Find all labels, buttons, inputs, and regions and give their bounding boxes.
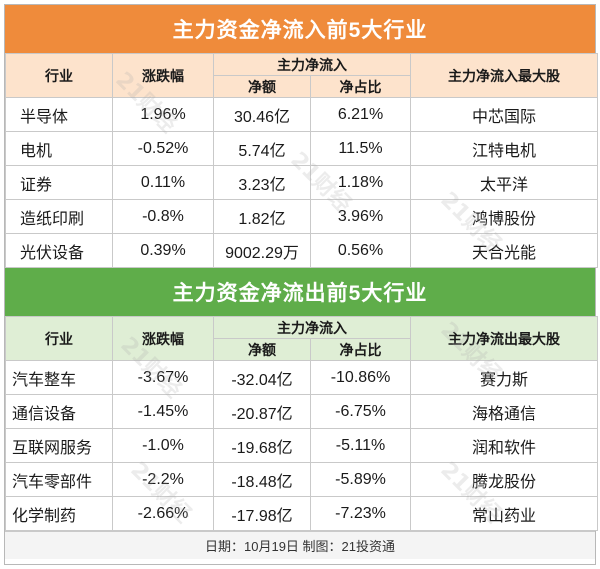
header-change: 涨跌幅 [112, 316, 214, 361]
cell-ratio: -6.75% [310, 394, 411, 429]
inflow-subheader-row: 净额 净占比 [6, 75, 598, 98]
header-amount: 净额 [213, 338, 311, 361]
outflow-title: 主力资金净流出前5大行业 [5, 268, 595, 316]
cell-amount: 5.74亿 [213, 131, 311, 166]
cell-stock: 海格通信 [410, 394, 598, 429]
header-ratio: 净占比 [310, 338, 411, 361]
cell-ratio: -5.11% [310, 428, 411, 463]
cell-amount: -19.68亿 [213, 428, 311, 463]
cell-change: -3.67% [112, 360, 214, 395]
outflow-table: 行业 涨跌幅 主力净流入 主力净流出最大股 净额 净占比 汽车整车 -3.67%… [5, 316, 598, 531]
cell-amount: 30.46亿 [213, 97, 311, 132]
cell-ratio: 1.18% [310, 165, 411, 200]
cell-ratio: -5.89% [310, 462, 411, 497]
cell-change: -2.2% [112, 462, 214, 497]
cell-ratio: 11.5% [310, 131, 411, 166]
cell-industry: 造纸印刷 [5, 199, 113, 234]
cell-stock: 腾龙股份 [410, 462, 598, 497]
cell-stock: 常山药业 [410, 496, 598, 531]
cell-stock: 太平洋 [410, 165, 598, 200]
table-row: 互联网服务 -1.0% -19.68亿 -5.11% 润和软件 [5, 428, 598, 463]
cell-industry: 汽车整车 [5, 360, 113, 395]
table-row: 汽车整车 -3.67% -32.04亿 -10.86% 赛力斯 [5, 360, 598, 395]
header-industry: 行业 [5, 53, 113, 98]
cell-amount: 1.82亿 [213, 199, 311, 234]
cell-ratio: -10.86% [310, 360, 411, 395]
header-netflow-group: 主力净流入 [213, 53, 411, 76]
cell-amount: 3.23亿 [213, 165, 311, 200]
header-industry: 行业 [5, 316, 113, 361]
cell-change: -1.0% [112, 428, 214, 463]
footer-credit: 日期：10月19日 制图：21投资通 [5, 531, 595, 559]
outflow-header-row: 行业 涨跌幅 主力净流入 主力净流出最大股 [5, 316, 598, 361]
cell-stock: 赛力斯 [410, 360, 598, 395]
cell-ratio: 0.56% [310, 233, 411, 268]
cell-stock: 天合光能 [410, 233, 598, 268]
cell-industry: 汽车零部件 [5, 462, 113, 497]
cell-amount: 9002.29万 [213, 233, 311, 268]
header-netflow-group: 主力净流入 [213, 316, 411, 339]
cell-industry: 互联网服务 [5, 428, 113, 463]
infographic: 主力资金净流入前5大行业 行业 涨跌幅 主力净流入 主力净流入最大股 净额 净占… [4, 4, 598, 565]
cell-stock: 鸿博股份 [410, 199, 598, 234]
table-row: 证券 0.11% 3.23亿 1.18% 太平洋 [5, 165, 598, 200]
header-top-stock: 主力净流入最大股 [410, 53, 598, 98]
cell-amount: -17.98亿 [213, 496, 311, 531]
cell-change: -0.52% [112, 131, 214, 166]
cell-industry: 化学制药 [5, 496, 113, 531]
cell-stock: 江特电机 [410, 131, 598, 166]
cell-ratio: 3.96% [310, 199, 411, 234]
inflow-table: 行业 涨跌幅 主力净流入 主力净流入最大股 净额 净占比 半导体 1.96% 3… [5, 53, 598, 268]
inflow-title: 主力资金净流入前5大行业 [5, 5, 595, 53]
cell-change: 0.39% [112, 233, 214, 268]
table-row: 通信设备 -1.45% -20.87亿 -6.75% 海格通信 [5, 394, 598, 429]
cell-change: 1.96% [112, 97, 214, 132]
cell-industry: 光伏设备 [5, 233, 113, 268]
cell-amount: -18.48亿 [213, 462, 311, 497]
header-change: 涨跌幅 [112, 53, 214, 98]
cell-industry: 半导体 [5, 97, 113, 132]
header-amount: 净额 [213, 75, 311, 98]
cell-change: 0.11% [112, 165, 214, 200]
header-ratio: 净占比 [310, 75, 411, 98]
table-row: 汽车零部件 -2.2% -18.48亿 -5.89% 腾龙股份 [5, 462, 598, 497]
cell-change: -1.45% [112, 394, 214, 429]
table-row: 光伏设备 0.39% 9002.29万 0.56% 天合光能 [5, 233, 598, 268]
cell-industry: 通信设备 [5, 394, 113, 429]
table-row: 造纸印刷 -0.8% 1.82亿 3.96% 鸿博股份 [5, 199, 598, 234]
cell-change: -0.8% [112, 199, 214, 234]
cell-amount: -32.04亿 [213, 360, 311, 395]
table-row: 电机 -0.52% 5.74亿 11.5% 江特电机 [5, 131, 598, 166]
table-row: 化学制药 -2.66% -17.98亿 -7.23% 常山药业 [5, 496, 598, 531]
cell-change: -2.66% [112, 496, 214, 531]
outflow-subheader-row: 净额 净占比 [6, 338, 598, 361]
table-row: 半导体 1.96% 30.46亿 6.21% 中芯国际 [5, 97, 598, 132]
cell-amount: -20.87亿 [213, 394, 311, 429]
cell-stock: 中芯国际 [410, 97, 598, 132]
cell-ratio: 6.21% [310, 97, 411, 132]
header-top-stock: 主力净流出最大股 [410, 316, 598, 361]
inflow-header-row: 行业 涨跌幅 主力净流入 主力净流入最大股 [5, 53, 598, 98]
cell-industry: 电机 [5, 131, 113, 166]
cell-stock: 润和软件 [410, 428, 598, 463]
cell-industry: 证券 [5, 165, 113, 200]
cell-ratio: -7.23% [310, 496, 411, 531]
